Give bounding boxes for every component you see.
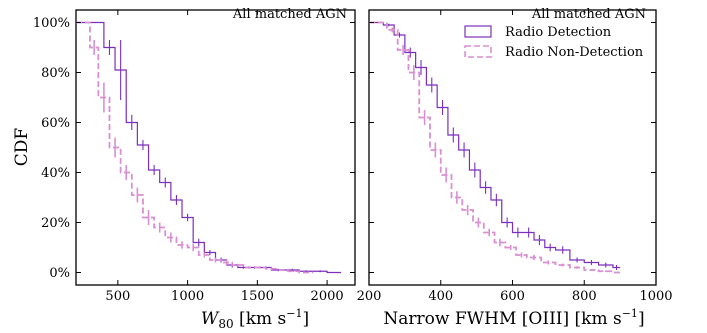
series-line-non_detection [76,21,314,274]
y-tick-label: 60% [41,116,70,131]
x-tick-label: 200 [357,289,382,304]
legend-swatch-radio-detection [464,25,492,38]
y-tick-label: 80% [41,66,70,81]
panel-w80: 0% 20% 40% 60% 80% 100% 500 1000 1500 2000 All ma… [33,7,356,331]
legend-label-radio-non-detection: Radio Non-Detection [505,45,644,60]
x-tick-label: 1000 [171,289,204,304]
panel-fwhm-annotation: All matched AGN [531,7,646,22]
panel-w80-annotation: All matched AGN [232,7,347,22]
y-tick-label: 100% [33,16,70,31]
x-tick-label: 2000 [311,289,344,304]
x-tick-label: 1000 [639,289,672,304]
x-tick-label: 800 [572,289,597,304]
x-axis-label-fwhm: Narrow FWHM [OIII] [km s−1] [383,307,644,329]
x-tick-label: 1500 [241,289,274,304]
x-tick-label: 400 [428,289,453,304]
y-axis-label: CDF [12,128,32,167]
panel-fwhm: 200 400 600 800 1000 All matched AGN Radio D… [357,7,673,329]
x-axis-label-w80: W80 [km s−1] [201,307,309,331]
legend: Radio Detection Radio Non-Detection [464,25,644,60]
legend-label-radio-detection: Radio Detection [505,25,612,40]
y-tick-label: 0% [49,266,70,281]
y-tick-label: 20% [41,216,70,231]
legend-swatch-radio-non-detection [464,45,492,58]
legend-entry-radio-non-detection: Radio Non-Detection [464,45,644,60]
series-line-non_detection [369,21,621,274]
x-tick-label: 600 [500,289,525,304]
panel-w80-frame [75,9,356,286]
series-line-detection [369,21,621,269]
legend-entry-radio-detection: Radio Detection [464,25,612,40]
x-tick-label: 500 [105,289,130,304]
y-tick-label: 40% [41,166,70,181]
